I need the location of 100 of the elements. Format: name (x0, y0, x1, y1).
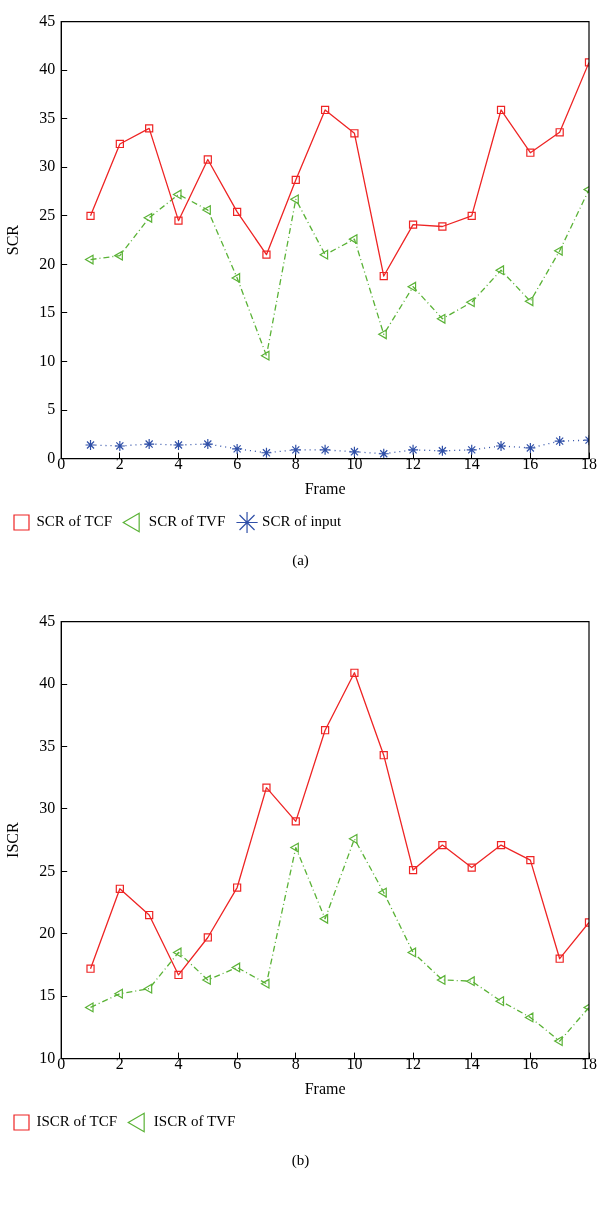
point (203, 933, 212, 942)
point (114, 440, 126, 452)
point (172, 189, 182, 200)
point (467, 211, 476, 220)
y-tick-label: 40 (39, 60, 56, 78)
x-tick-label: 18 (581, 455, 597, 473)
point (86, 964, 95, 973)
point (348, 446, 361, 458)
point (378, 887, 387, 898)
point (526, 148, 535, 157)
point (466, 297, 475, 308)
point (495, 265, 505, 276)
y-tick-label: 15 (39, 986, 56, 1004)
point (408, 865, 418, 875)
y-tick-label: 40 (39, 674, 56, 692)
legend-label: ISCR of TVF (153, 1113, 236, 1130)
y-tick-label: 10 (39, 351, 56, 369)
point (320, 105, 330, 115)
point (174, 970, 183, 980)
y-tick-label: 20 (39, 254, 56, 272)
point (379, 751, 388, 760)
point (260, 447, 273, 459)
point (84, 254, 94, 265)
point (466, 444, 478, 456)
point (466, 976, 475, 987)
point (231, 962, 241, 973)
point (467, 863, 476, 872)
point (408, 220, 418, 229)
point (145, 124, 154, 133)
point (496, 105, 506, 115)
point (554, 1036, 563, 1047)
point (320, 726, 330, 735)
point (555, 128, 564, 137)
legend-label: SCR of TVF (148, 513, 226, 530)
x-tick-label: 18 (581, 1055, 597, 1073)
point (115, 884, 124, 893)
point (143, 438, 155, 450)
point (86, 211, 95, 220)
point (174, 216, 183, 225)
point (496, 840, 506, 850)
point (436, 975, 446, 985)
point (524, 1012, 534, 1023)
y-tick-label: 15 (39, 303, 56, 321)
text: (b) (290, 1152, 311, 1169)
point (114, 250, 123, 261)
point (407, 444, 419, 456)
point (84, 439, 97, 451)
y-tick-label: 30 (39, 799, 56, 817)
x-axis-title: Frame (304, 479, 346, 497)
point (348, 234, 358, 245)
point (290, 444, 302, 456)
point (554, 245, 563, 256)
point (262, 783, 271, 792)
point (378, 329, 387, 340)
y-tick-label: 45 (39, 611, 56, 629)
point (231, 273, 241, 283)
point (319, 913, 329, 924)
point (350, 129, 359, 138)
point (379, 271, 388, 281)
point (526, 855, 535, 865)
y-tick-label: 35 (39, 108, 56, 126)
point (262, 250, 271, 259)
legend-label: SCR of TCF (36, 513, 113, 530)
point (436, 445, 448, 457)
point (202, 975, 211, 985)
y-axis-title: ISCR (3, 821, 21, 858)
point (495, 440, 507, 452)
point (114, 988, 123, 999)
point (202, 438, 214, 450)
x-axis-title: Frame (304, 1079, 346, 1097)
legend-label: ISCR of TCF (36, 1113, 118, 1130)
point (290, 842, 299, 853)
point (260, 978, 270, 989)
point (348, 833, 358, 844)
point (84, 1002, 94, 1013)
point (436, 313, 446, 324)
point (407, 947, 417, 958)
point (407, 281, 417, 292)
y-tick-label: 45 (39, 11, 56, 29)
point (290, 194, 299, 205)
y-tick-label: 5 (47, 400, 56, 418)
y-tick-label: 25 (39, 861, 56, 879)
point (555, 954, 564, 963)
point (203, 155, 212, 164)
point (378, 448, 390, 459)
point (145, 910, 154, 920)
y-tick-label: 25 (39, 206, 56, 224)
y-axis-title: SCR (3, 224, 21, 256)
point (115, 139, 124, 149)
point (291, 817, 300, 826)
point (319, 249, 329, 260)
point (438, 222, 447, 231)
point (233, 207, 242, 217)
point (143, 983, 153, 994)
point (291, 175, 300, 185)
point (524, 296, 534, 307)
point (524, 442, 536, 454)
point (319, 444, 331, 456)
point (231, 443, 243, 455)
y-tick-label: 35 (39, 736, 56, 754)
